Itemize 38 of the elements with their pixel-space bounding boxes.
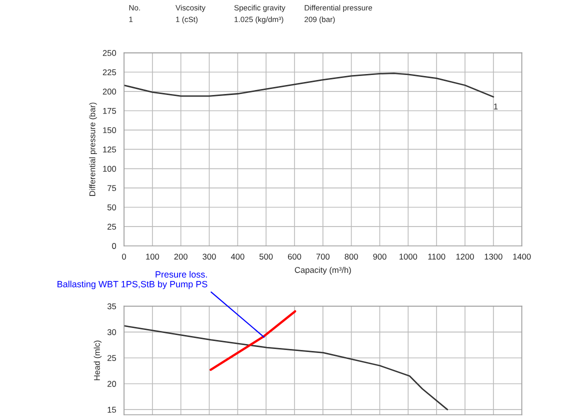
y-tick-label: 175	[103, 108, 116, 114]
y-tick-label: 100	[103, 166, 116, 172]
x-tick-label: 1000	[400, 254, 418, 260]
x-tick-label: 400	[230, 254, 244, 260]
y-axis-title: Differential pressure (bar)	[89, 102, 97, 196]
x-tick-label: 200	[174, 254, 188, 260]
y-tick-label: 25	[108, 224, 116, 230]
x-tick-label: 800	[344, 254, 358, 260]
x-tick-label: 1100	[428, 254, 446, 260]
x-tick-label: 1200	[456, 254, 474, 260]
y-tick-label: 30	[107, 329, 116, 336]
x-tick-label: 300	[202, 254, 216, 260]
annotation: Presure loss. Ballasting WBT 1PS,StB by Pump PS	[58, 270, 208, 290]
y-tick-label: 200	[102, 88, 116, 95]
annotation: 1	[494, 104, 498, 110]
y-tick-label: 250	[102, 50, 116, 56]
y-tick-label: 125	[103, 146, 116, 152]
x-tick-label: 100	[146, 254, 160, 260]
x-tick-label: 700	[316, 254, 330, 260]
y-tick-label: 150	[103, 127, 116, 134]
x-tick-label: 1400	[513, 254, 531, 260]
y-axis-title: Head (mlc)	[94, 340, 102, 380]
x-tick-label: 500	[259, 254, 273, 260]
y-tick-label: 225	[102, 69, 116, 76]
y-tick-label: 0	[112, 243, 116, 249]
line-series	[124, 325, 448, 410]
x-tick-label: 900	[373, 254, 386, 260]
x-tick-label: 600	[288, 254, 302, 260]
x-tick-label: 0	[122, 254, 126, 260]
y-tick-label: 75	[108, 185, 116, 192]
y-tick-label: 15	[108, 406, 116, 413]
y-tick-label: 20	[108, 380, 116, 387]
x-tick-label: 1300	[484, 254, 502, 260]
y-tick-label: 50	[107, 204, 116, 210]
line-series	[124, 72, 494, 98]
x-axis-title: Capacity (m³/h)	[294, 266, 351, 275]
y-tick-label: 35	[107, 303, 116, 310]
y-tick-label: 25	[108, 355, 116, 361]
